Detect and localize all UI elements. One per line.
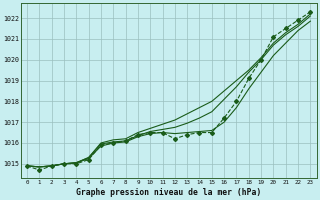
X-axis label: Graphe pression niveau de la mer (hPa): Graphe pression niveau de la mer (hPa) xyxy=(76,188,261,197)
